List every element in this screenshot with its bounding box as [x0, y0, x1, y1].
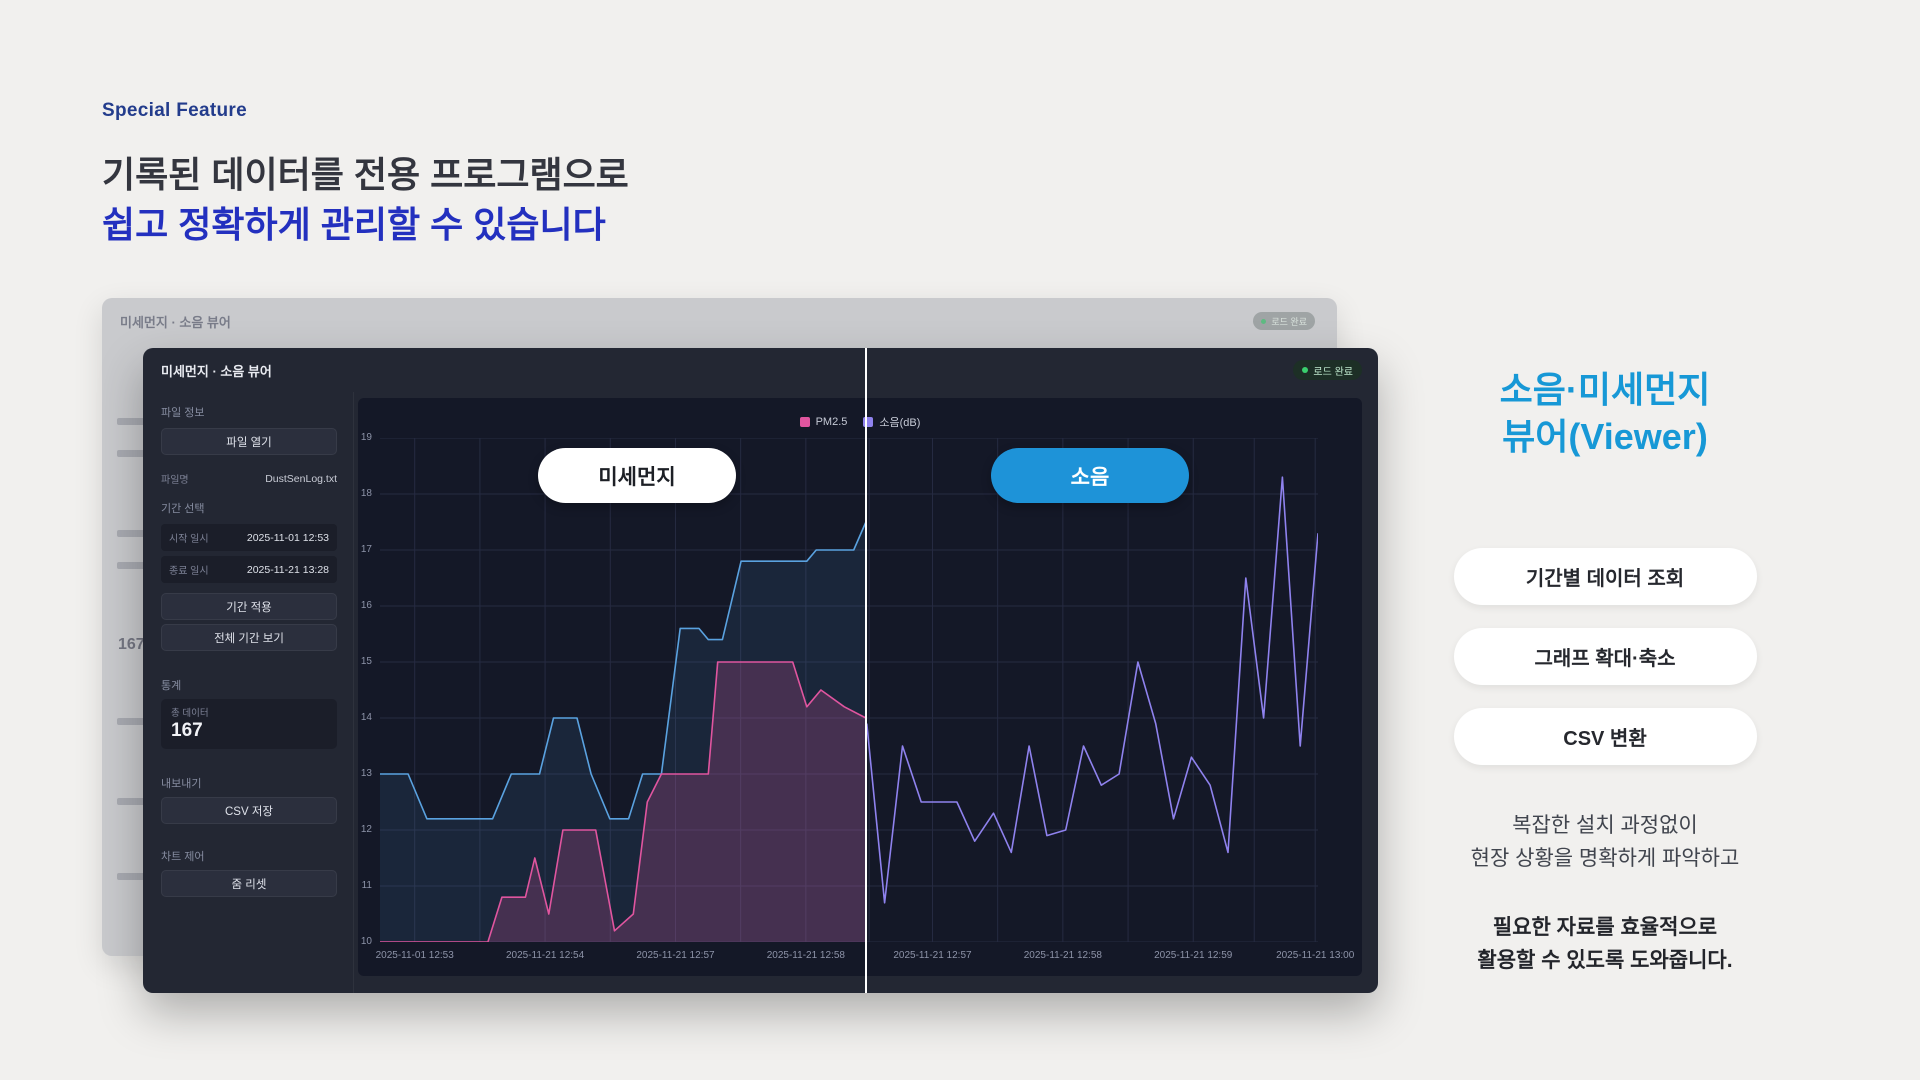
x-axis-tick: 2025-11-01 12:53: [375, 950, 454, 961]
file-section-label: 파일 정보: [161, 407, 205, 419]
description-line-1: 복잡한 설치 과정없이: [1512, 814, 1698, 837]
noise-label-pill: 소음: [991, 448, 1189, 503]
legend-swatch-icon: [799, 417, 810, 427]
y-axis-tick: 10: [360, 936, 372, 947]
background-status-text: 로드 완료: [1271, 316, 1307, 327]
status-badge: 로드 완료: [1293, 360, 1362, 380]
feature-panel-title: 소음·미세먼지 뷰어(Viewer): [1500, 366, 1711, 460]
ghost-text-bar: [117, 450, 163, 457]
chart-control-section-label: 차트 제어: [161, 851, 205, 863]
ghost-text-bar: [117, 418, 151, 425]
description-line-2: 현장 상황을 명확하게 파악하고: [1470, 847, 1740, 870]
apply-period-button[interactable]: 기간 적용: [161, 593, 337, 620]
chart-plot[interactable]: [380, 437, 1319, 943]
emphasis-line-2: 활용할 수 있도록 도와줍니다.: [1477, 949, 1733, 972]
y-axis-tick: 16: [360, 600, 372, 611]
feature-panel: 소음·미세먼지 뷰어(Viewer) 기간별 데이터 조회 그래프 확대·축소 …: [1420, 366, 1790, 977]
total-data-label: 총 데이터: [171, 708, 209, 719]
x-axis-tick: 2025-11-21 12:54: [505, 950, 585, 961]
feature-title-line-2: 뷰어(Viewer): [1502, 416, 1708, 457]
end-datetime-field[interactable]: 종료 일시 2025-11-21 13:28: [161, 556, 337, 583]
eyebrow-label: Special Feature: [102, 100, 247, 121]
chart-region: PM2.5 소음(dB) 10 11 12 13 14 15 16 17 18 19 2025-11…: [354, 392, 1378, 993]
save-csv-button[interactable]: CSV 저장: [161, 797, 337, 824]
legend-item: PM2.5: [799, 414, 848, 430]
start-datetime-field[interactable]: 시작 일시 2025-11-01 12:53: [161, 524, 337, 551]
x-axis: 2025-11-01 12:53 2025-11-21 12:54 2025-11-…: [376, 950, 1355, 966]
legend-label: 소음(dB): [879, 417, 921, 429]
open-file-button[interactable]: 파일 열기: [161, 428, 337, 455]
legend-item: 소음(dB): [863, 414, 920, 430]
window-body: 파일 정보 파일 열기 파일명 DustSenLog.txt 기간 선택 시작 …: [143, 392, 1378, 993]
legend-swatch-icon: [863, 417, 874, 427]
x-axis-tick: 2025-11-21 12:58: [766, 950, 845, 961]
page-title: 기록된 데이터를 전용 프로그램으로 쉽고 정확하게 관리할 수 있습니다: [102, 150, 629, 250]
title-bar: 미세먼지 · 소음 뷰어 로드 완료: [143, 348, 1378, 392]
ghost-text-bar: [117, 873, 151, 880]
background-status-badge: 로드 완료: [1253, 312, 1315, 330]
legend-label: PM2.5: [815, 416, 848, 428]
sidebar: 파일 정보 파일 열기 파일명 DustSenLog.txt 기간 선택 시작 …: [143, 392, 354, 993]
export-section-label: 내보내기: [161, 778, 202, 790]
end-datetime-value: 2025-11-21 13:28: [246, 563, 329, 576]
period-section-label: 기간 선택: [161, 503, 205, 515]
status-dot-icon: [1302, 367, 1309, 373]
feature-pill-period-query: 기간별 데이터 조회: [1453, 548, 1757, 605]
x-axis-tick: 2025-11-21 13:00: [1276, 950, 1355, 961]
emphasis-line-1: 필요한 자료를 효율적으로: [1492, 916, 1718, 939]
y-axis-tick: 17: [360, 544, 372, 555]
y-axis-tick: 15: [360, 656, 372, 667]
zoom-reset-button[interactable]: 줌 리셋: [161, 870, 337, 897]
y-axis-tick: 14: [360, 712, 372, 723]
ghost-total-value: 167: [118, 636, 145, 653]
total-data-stat: 총 데이터 167: [161, 699, 337, 749]
filename-row: 파일명 DustSenLog.txt: [161, 471, 337, 487]
background-window-title: 미세먼지 · 소음 뷰어: [120, 315, 231, 330]
start-datetime-label: 시작 일시: [169, 534, 209, 545]
filename-label: 파일명: [161, 475, 189, 486]
y-axis-tick: 19: [360, 432, 372, 443]
app-window: 미세먼지 · 소음 뷰어 로드 완료 파일 정보 파일 열기 파일명 DustS…: [143, 348, 1378, 993]
status-dot-icon: [1261, 318, 1267, 324]
feature-pill-csv: CSV 변환: [1453, 708, 1757, 765]
end-datetime-label: 종료 일시: [169, 566, 209, 577]
x-axis-tick: 2025-11-21 12:57: [636, 950, 715, 961]
status-badge-text: 로드 완료: [1313, 366, 1353, 378]
heading-line-2: 쉽고 정확하게 관리할 수 있습니다: [102, 204, 606, 245]
heading-line-1: 기록된 데이터를 전용 프로그램으로: [102, 154, 629, 195]
y-axis-tick: 11: [361, 880, 372, 891]
ghost-text-bar: [117, 798, 161, 805]
feature-pill-zoom: 그래프 확대·축소: [1453, 628, 1757, 685]
x-axis-tick: 2025-11-21 12:57: [893, 950, 972, 961]
full-range-button[interactable]: 전체 기간 보기: [161, 624, 337, 651]
y-axis: 10 11 12 13 14 15 16 17 18 19: [358, 432, 374, 947]
total-data-value: 167: [171, 720, 203, 741]
chart-panel: PM2.5 소음(dB) 10 11 12 13 14 15 16 17 18 19 2025-11…: [358, 398, 1362, 976]
y-axis-tick: 13: [360, 768, 372, 779]
chart-legend: PM2.5 소음(dB): [358, 414, 1362, 430]
feature-emphasis: 필요한 자료를 효율적으로 활용할 수 있도록 도와줍니다.: [1477, 911, 1732, 977]
ghost-text-bar: [117, 562, 159, 569]
y-axis-tick: 12: [360, 824, 372, 835]
x-axis-tick: 2025-11-21 12:58: [1023, 950, 1102, 961]
x-axis-tick: 2025-11-21 12:59: [1154, 950, 1233, 961]
filename-value: DustSenLog.txt: [265, 472, 337, 485]
dust-label-pill: 미세먼지: [538, 448, 736, 503]
ghost-text-bar: [117, 718, 151, 725]
ghost-text-bar: [117, 530, 151, 537]
feature-title-line-1: 소음·미세먼지: [1499, 369, 1711, 410]
chart-canvas[interactable]: [380, 437, 1319, 943]
y-axis-tick: 18: [360, 488, 372, 499]
stats-section-label: 통계: [161, 680, 182, 692]
comparison-divider: [865, 348, 867, 993]
start-datetime-value: 2025-11-01 12:53: [246, 531, 329, 544]
window-title: 미세먼지 · 소음 뷰어: [161, 363, 272, 379]
feature-description: 복잡한 설치 과정없이 현장 상황을 명확하게 파악하고: [1471, 809, 1740, 875]
